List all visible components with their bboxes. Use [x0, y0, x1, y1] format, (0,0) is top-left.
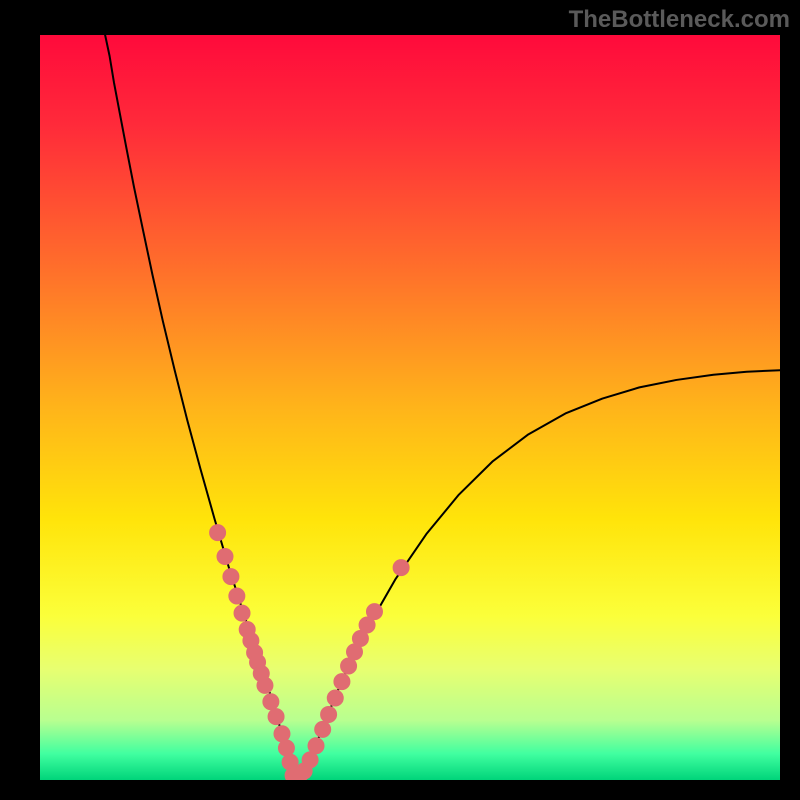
- data-marker: [278, 740, 294, 756]
- data-marker: [268, 709, 284, 725]
- data-marker: [308, 738, 324, 754]
- data-marker: [341, 658, 357, 674]
- data-marker: [393, 560, 409, 576]
- data-marker: [257, 677, 273, 693]
- gradient-background: [40, 35, 780, 780]
- data-marker: [315, 721, 331, 737]
- data-marker: [321, 706, 337, 722]
- data-marker: [334, 674, 350, 690]
- data-marker: [229, 588, 245, 604]
- data-marker: [327, 690, 343, 706]
- chart-plot-area: [40, 35, 780, 780]
- data-marker: [234, 605, 250, 621]
- chart-svg: [40, 35, 780, 780]
- data-marker: [366, 604, 382, 620]
- data-marker: [223, 569, 239, 585]
- data-marker: [274, 726, 290, 742]
- watermark-text: TheBottleneck.com: [569, 6, 790, 34]
- data-marker: [210, 525, 226, 541]
- data-marker: [263, 694, 279, 710]
- data-marker: [217, 549, 233, 565]
- data-marker: [302, 752, 318, 768]
